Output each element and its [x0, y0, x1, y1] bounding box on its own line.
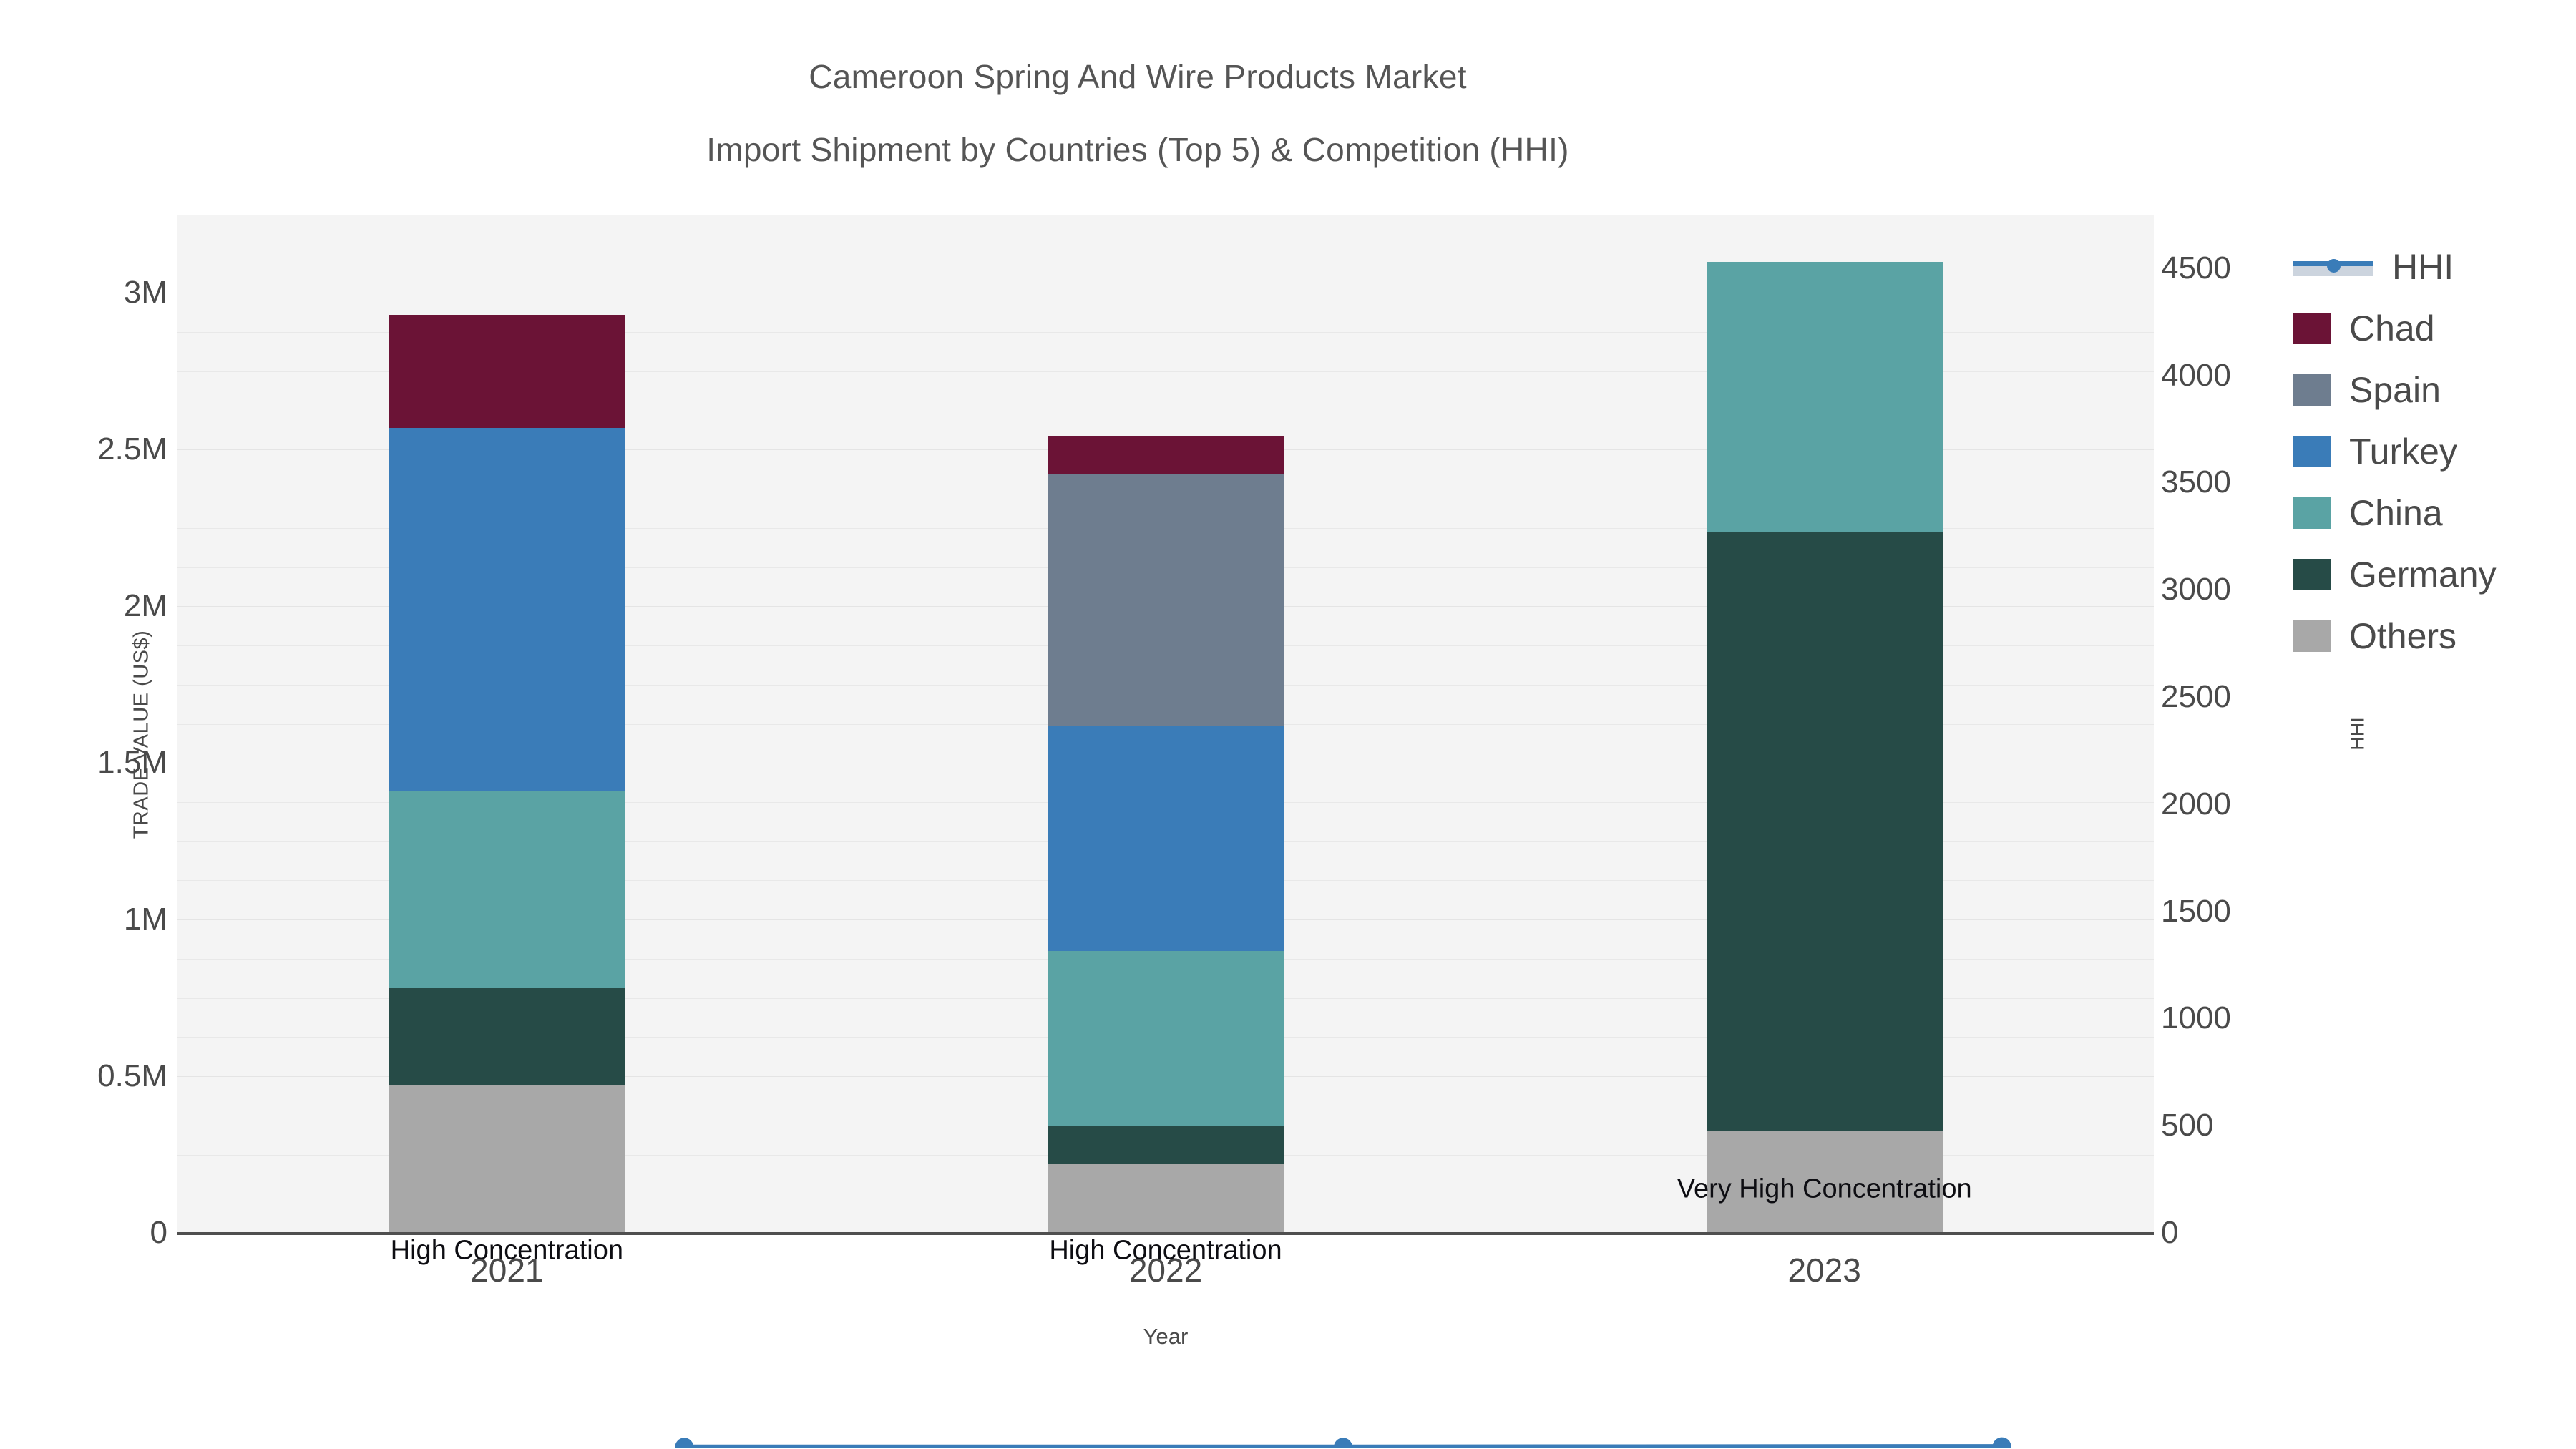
y-tick-left: 0.5M [97, 1058, 167, 1094]
gridline [177, 332, 2154, 333]
x-tick-2021: 2021 [470, 1252, 544, 1289]
bar-segment-others-2021[interactable] [389, 1085, 625, 1233]
x-axis-label: Year [1143, 1324, 1189, 1349]
y-tick-right: 4500 [2161, 250, 2231, 286]
bar-segment-turkey-2022[interactable] [1048, 725, 1284, 951]
bar-segment-china-2022[interactable] [1048, 950, 1284, 1127]
y-tick-left: 2.5M [97, 431, 167, 467]
y-tick-right: 500 [2161, 1108, 2214, 1143]
bar-segment-germany-2023[interactable] [1706, 532, 1943, 1131]
legend-swatch-icon [2293, 620, 2331, 652]
legend-label: China [2349, 493, 2443, 533]
bar-segment-chad-2022[interactable] [1048, 435, 1284, 475]
bar-segment-germany-2021[interactable] [389, 988, 625, 1086]
hhi-line[interactable] [684, 1444, 2002, 1448]
legend-label: Germany [2349, 555, 2497, 595]
y-tick-right: 2500 [2161, 679, 2231, 715]
legend-label: Turkey [2349, 431, 2457, 472]
legend-label: Chad [2349, 308, 2435, 348]
bar-segment-turkey-2021[interactable] [389, 427, 625, 791]
legend-item-spain[interactable]: Spain [2293, 359, 2576, 421]
legend: HHI Chad Spain Turkey China Germany Others [2293, 236, 2576, 667]
y-tick-right: 3500 [2161, 464, 2231, 500]
chart-title-line1: Cameroon Spring And Wire Products Market [809, 58, 1467, 95]
legend-line-marker-icon [2293, 251, 2373, 283]
legend-label: HHI [2392, 247, 2454, 287]
y-tick-right: 3000 [2161, 572, 2231, 608]
bar-segment-germany-2022[interactable] [1048, 1126, 1284, 1164]
y-tick-left: 3M [123, 275, 167, 311]
plot-area [177, 215, 2154, 1448]
bar-segment-china-2023[interactable] [1706, 261, 1943, 533]
y-tick-right: 1500 [2161, 893, 2231, 929]
legend-swatch-icon [2293, 436, 2331, 467]
legend-item-others[interactable]: Others [2293, 605, 2576, 667]
chart-title-line2: Import Shipment by Countries (Top 5) & C… [706, 131, 1569, 168]
legend-label: Others [2349, 616, 2457, 656]
annotation-2022: High Concentration [1049, 1235, 1282, 1266]
x-axis-line [177, 1232, 2154, 1235]
y-tick-right: 2000 [2161, 786, 2231, 821]
bar-segment-others-2023[interactable] [1706, 1131, 1943, 1233]
x-tick-2022: 2022 [1128, 1252, 1203, 1289]
y-tick-right: 0 [2161, 1215, 2179, 1250]
gridline [177, 371, 2154, 372]
legend-swatch-icon [2293, 497, 2331, 529]
legend-item-germany[interactable]: Germany [2293, 544, 2576, 605]
y-tick-left: 2M [123, 588, 167, 624]
hhi-point-2021[interactable] [675, 1438, 694, 1448]
annotation-2023: Very High Concentration [1677, 1174, 1972, 1204]
y-tick-right: 4000 [2161, 357, 2231, 393]
y-axis-left-label: TRADE VALUE (US$) [130, 630, 153, 839]
annotation-2021: High Concentration [390, 1235, 623, 1266]
legend-item-china[interactable]: China [2293, 482, 2576, 544]
y-tick-left: 0 [150, 1215, 167, 1250]
y-tick-left: 1.5M [97, 745, 167, 781]
x-tick-2023: 2023 [1787, 1252, 1861, 1289]
legend-item-chad[interactable]: Chad [2293, 298, 2576, 359]
hhi-point-2023[interactable] [1992, 1437, 2011, 1448]
y-tick-left: 1M [123, 902, 167, 937]
hhi-area-fill [684, 1446, 2002, 1448]
bar-segment-others-2022[interactable] [1048, 1163, 1284, 1233]
hhi-point-2022[interactable] [1334, 1438, 1352, 1448]
legend-swatch-icon [2293, 313, 2331, 344]
legend-label: Spain [2349, 370, 2441, 410]
legend-swatch-icon [2293, 374, 2331, 406]
legend-item-turkey[interactable]: Turkey [2293, 421, 2576, 482]
hhi-overlay [675, 1437, 2011, 1448]
bar-segment-chad-2021[interactable] [389, 315, 625, 428]
legend-item-hhi[interactable]: HHI [2293, 236, 2576, 298]
y-axis-right-label: HHI [2346, 717, 2368, 751]
bar-segment-china-2021[interactable] [389, 791, 625, 989]
y-tick-right: 1000 [2161, 1000, 2231, 1036]
legend-swatch-icon [2293, 559, 2331, 590]
bar-segment-spain-2022[interactable] [1048, 474, 1284, 726]
